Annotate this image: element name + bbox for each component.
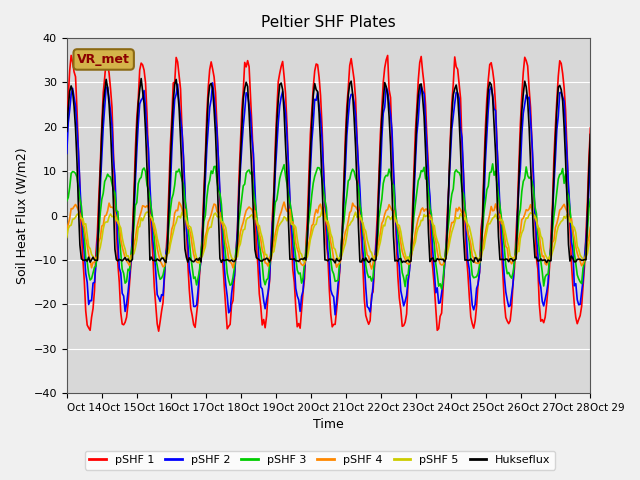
- Legend: pSHF 1, pSHF 2, pSHF 3, pSHF 4, pSHF 5, Hukseflux: pSHF 1, pSHF 2, pSHF 3, pSHF 4, pSHF 5, …: [84, 451, 556, 469]
- X-axis label: Time: Time: [313, 419, 344, 432]
- Text: VR_met: VR_met: [77, 53, 130, 66]
- Y-axis label: Soil Heat Flux (W/m2): Soil Heat Flux (W/m2): [15, 147, 28, 284]
- Title: Peltier SHF Plates: Peltier SHF Plates: [261, 15, 396, 30]
